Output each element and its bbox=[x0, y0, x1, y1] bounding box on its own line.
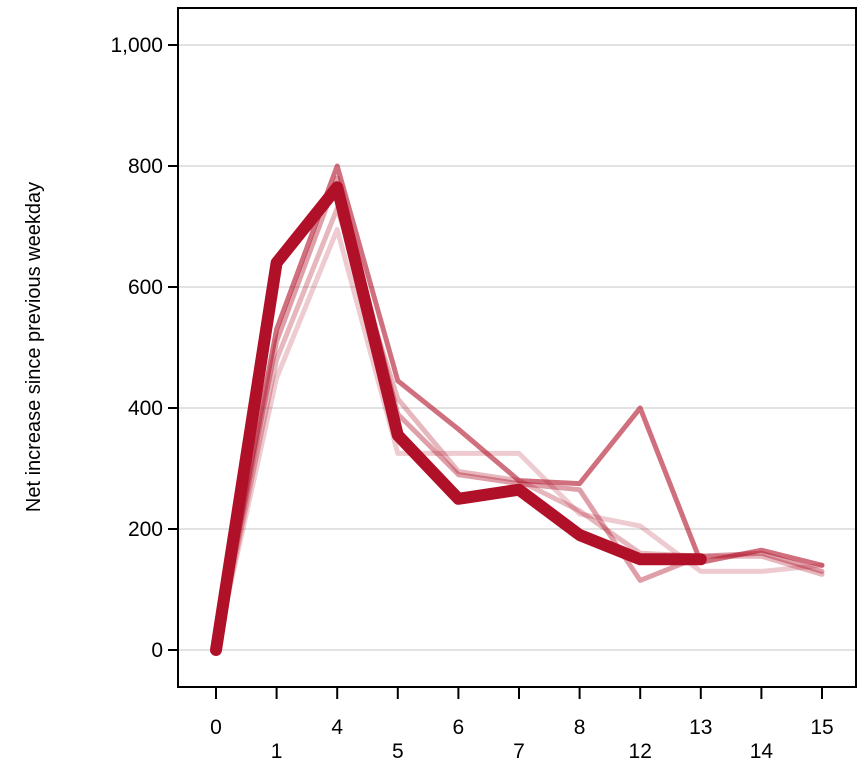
series-line-2 bbox=[213, 175, 825, 653]
x-tick-label: 14 bbox=[750, 740, 774, 763]
x-tick-label: 13 bbox=[689, 716, 712, 739]
x-tick-label: 15 bbox=[810, 716, 833, 739]
x-tick-label: 6 bbox=[453, 716, 465, 739]
x-tick-label: 4 bbox=[331, 716, 343, 739]
series-line-5 bbox=[210, 181, 707, 656]
plot-frame bbox=[177, 7, 857, 688]
y-tick-label: 800 bbox=[128, 155, 163, 178]
series-line-1 bbox=[213, 227, 825, 653]
x-tick-label: 5 bbox=[392, 740, 404, 763]
y-tick-label: 1,000 bbox=[110, 34, 163, 57]
y-tick-label: 200 bbox=[128, 518, 163, 541]
x-tick-label: 12 bbox=[629, 740, 652, 763]
y-axis-title: Net increase since previous weekday bbox=[23, 182, 45, 512]
series-group bbox=[210, 163, 825, 656]
y-tick-label: 400 bbox=[128, 397, 163, 420]
x-tick-label: 8 bbox=[574, 716, 586, 739]
x-tick-label: 0 bbox=[210, 716, 222, 739]
series-line-4 bbox=[213, 205, 825, 653]
y-tick-label: 600 bbox=[128, 276, 163, 299]
y-tick-label: 0 bbox=[151, 639, 163, 662]
y-axis: 0 200 400 600 800 1,000 bbox=[110, 34, 178, 662]
x-tick-label: 1 bbox=[271, 740, 283, 763]
x-tick-label: 7 bbox=[513, 740, 525, 763]
